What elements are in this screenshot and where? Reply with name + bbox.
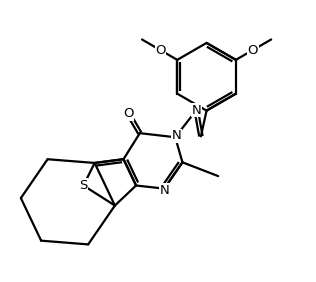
Text: N: N <box>159 184 169 197</box>
Text: O: O <box>155 44 166 57</box>
Text: N: N <box>191 104 201 117</box>
Text: O: O <box>123 107 133 120</box>
Text: N: N <box>172 129 182 142</box>
Text: S: S <box>79 179 88 192</box>
Text: O: O <box>247 44 258 57</box>
